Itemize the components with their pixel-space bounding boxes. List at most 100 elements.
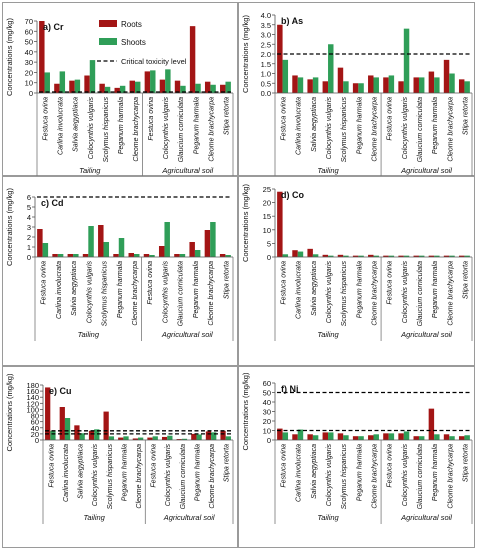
x-tick-label-cleome-brachycarpa: Cleome brachycarpa [372, 444, 379, 509]
x-tick-label-peganum-harmala: Peganum harmala [118, 97, 125, 154]
group-label-agricultural-soil: Agricultural soil [163, 513, 215, 522]
y-tick-label: 10 [263, 427, 271, 436]
bar-shoots-glaucium-corniculata [181, 438, 188, 440]
x-tick-label-colocynthis-vulgaris: Colocynthis vulgaris [165, 444, 172, 507]
group-label-tailing: Tailing [83, 513, 105, 522]
bar-roots-cleome-brachycarpa [368, 254, 374, 257]
bar-roots-stipa-retorta [458, 79, 465, 93]
bar-roots-colocynthis-vulgaris [88, 430, 95, 440]
legend-swatch-shoots [99, 38, 117, 45]
x-tick-label-colocynthis-vulgaris: Colocynthis vulgaris [402, 444, 409, 507]
bar-shoots-glaucium-corniculata [418, 255, 425, 257]
bar-shoots-cleome-brachycarpa [135, 81, 141, 93]
x-tick-label-peganum-harmala: Peganum harmala [432, 444, 439, 501]
legend-swatch-roots [99, 20, 117, 27]
bar-roots-festuca-ovina [277, 428, 283, 440]
bar-roots-carlina-involucrata [292, 250, 298, 257]
bar-shoots-festuca-ovina [149, 255, 155, 257]
panel-as: 0.0 0.5 1.0 1.5 2.0 2.5 3.0 3.5 4.0 Concentration… [238, 2, 475, 177]
x-tick-label-salvia-aegyptiaca: Salvia aegyptiaca [311, 444, 318, 499]
y-tick-label: 20 [31, 430, 39, 439]
panel-ni: 0 10 20 30 40 50 60 Concentrations (mg/kg) Festu… [238, 366, 475, 548]
bar-roots-glaucium-corniculata [413, 255, 419, 257]
bar-shoots-glaucium-corniculata [180, 85, 186, 93]
bar-roots-cleome-brachycarpa [443, 434, 450, 440]
bar-shoots-peganum-harmala [358, 255, 364, 257]
bar-shoots-stipa-retorta [225, 255, 231, 257]
y-tick-label: 4 [27, 213, 31, 222]
y-tick-label: 6 [27, 193, 31, 202]
bar-roots-scolymus-hispanicus [99, 83, 105, 93]
bar-roots-festuca-ovina [144, 71, 151, 93]
bar-roots-glaucium-corniculata [174, 80, 181, 93]
x-tick-label-colocynthis-vulgaris: Colocynthis vulgaris [162, 261, 169, 324]
bar-shoots-stipa-retorta [225, 81, 231, 93]
bar-shoots-peganum-harmala [196, 434, 202, 440]
bar-roots-colocynthis-vulgaris [159, 79, 166, 93]
bar-shoots-colocynthis-vulgaris [94, 429, 100, 440]
bar-shoots-festuca-ovina [282, 59, 289, 93]
y-tick-label: 60 [25, 27, 33, 36]
x-tick-label-carlina-involucrata: Carlina involucrata [296, 97, 303, 155]
y-tick-label: 40 [31, 424, 39, 433]
x-tick-label-cleome-brachycarpa: Cleome brachycarpa [447, 97, 454, 162]
bar-shoots-colocynthis-vulgaris [167, 435, 173, 440]
y-tick-label: 15 [263, 212, 271, 221]
bar-roots-salvia-aegyptiaca [307, 434, 313, 440]
bar-shoots-peganum-harmala [434, 77, 440, 93]
bar-shoots-peganum-harmala [358, 83, 364, 93]
bar-roots-peganum-harmala [428, 255, 435, 257]
bar-roots-cleome-brachycarpa [204, 230, 211, 257]
bar-shoots-cleome-brachycarpa [449, 436, 455, 440]
y-tick-label: 40 [25, 48, 33, 57]
bar-roots-cleome-brachycarpa [128, 253, 134, 257]
y-axis-title: Concentrations (mg/kg) [5, 18, 14, 96]
y-tick-label: 10 [25, 79, 33, 88]
y-tick-label: 80 [31, 412, 39, 421]
x-tick-label-cleome-brachycarpa: Cleome brachycarpa [136, 444, 143, 509]
y-tick-label: 0 [29, 89, 33, 98]
bar-roots-cleome-brachycarpa [204, 81, 211, 93]
y-tick-label: 40 [263, 398, 271, 407]
bar-shoots-cleome-brachycarpa [138, 437, 144, 440]
bar-shoots-cleome-brachycarpa [449, 255, 455, 257]
bar-roots-scolymus-hispanicus [337, 254, 344, 257]
x-tick-label-festuca-ovina: Festuca ovina [41, 261, 48, 305]
x-tick-label-cleome-brachycarpa: Cleome brachycarpa [372, 97, 379, 162]
x-tick-label-festuca-ovina: Festuca ovina [281, 97, 288, 141]
y-tick-label: 60 [263, 379, 271, 388]
bar-roots-festuca-ovina [383, 433, 389, 440]
group-label-tailing: Tailing [317, 166, 339, 175]
y-axis-title: Concentrations (mg/kg) [241, 15, 250, 93]
x-tick-label-cleome-brachycarpa: Cleome brachycarpa [209, 444, 216, 509]
group-label-tailing: Tailing [317, 513, 339, 522]
bar-shoots-cleome-brachycarpa [373, 434, 379, 440]
bar-shoots-salvia-aegyptiaca [312, 435, 319, 440]
bar-roots-festuca-ovina [277, 191, 283, 257]
x-tick-label-cleome-brachycarpa: Cleome brachycarpa [208, 261, 215, 326]
x-tick-label-carlina-involucrata: Carlina involucrata [296, 444, 303, 502]
bar-roots-carlina-involucrata [52, 254, 58, 257]
bar-shoots-scolymus-hispanicus [103, 242, 110, 257]
x-tick-label-peganum-harmala: Peganum harmala [193, 261, 200, 318]
bar-shoots-carlina-involucrata [297, 251, 304, 257]
bar-shoots-cleome-brachycarpa [373, 77, 379, 93]
bar-shoots-glaucium-corniculata [179, 254, 186, 257]
x-tick-label-peganum-harmala: Peganum harmala [121, 444, 128, 501]
panel-title: e) Cu [49, 386, 72, 396]
bar-roots-peganum-harmala [352, 436, 359, 440]
panel-cd: 0 1 2 3 4 5 6 Concentrations (mg/kg) Festuca ovi… [2, 176, 238, 366]
x-tick-label-stipa-retorta: Stipa retorta [223, 261, 230, 299]
y-tick-label: 50 [25, 38, 33, 47]
chart-as: 0.00.51.01.52.02.53.03.54.0 Concentration… [241, 11, 473, 177]
y-tick-label: 0 [267, 253, 271, 262]
legend-label-shoots: Shoots [121, 38, 146, 47]
chart-co: 0 5 10 15 20 25 Concentrations (mg/kg) Festuca … [241, 184, 473, 341]
y-tick-label: 3 [27, 223, 31, 232]
bar-shoots-carlina-involucrata [297, 429, 304, 440]
bar-shoots-festuca-ovina [282, 254, 289, 257]
bar-shoots-scolymus-hispanicus [343, 255, 349, 257]
x-tick-label-carlina-involucrata: Carlina involucrata [296, 261, 303, 319]
bar-roots-colocynthis-vulgaris [84, 75, 90, 93]
